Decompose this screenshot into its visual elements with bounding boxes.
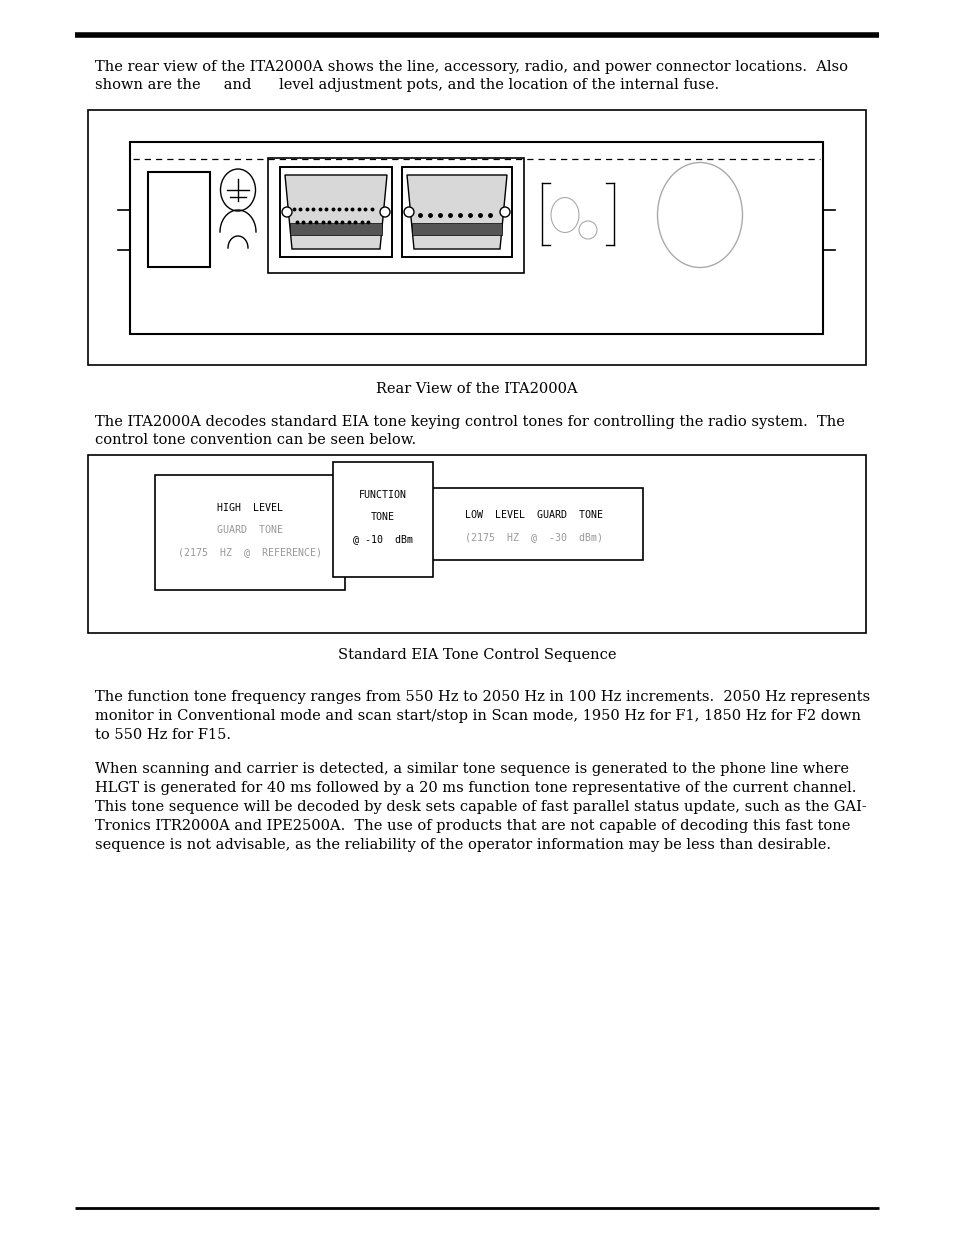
Bar — [424, 488, 642, 559]
Text: shown are the     and      level adjustment pots, and the location of the intern: shown are the and level adjustment pots,… — [95, 78, 719, 91]
Text: to 550 Hz for F15.: to 550 Hz for F15. — [95, 727, 231, 742]
Text: Standard EIA Tone Control Sequence: Standard EIA Tone Control Sequence — [337, 648, 616, 662]
Bar — [88, 454, 865, 634]
Text: FUNCTION: FUNCTION — [358, 490, 407, 500]
Text: TONE: TONE — [371, 513, 395, 522]
Bar — [268, 158, 523, 273]
Ellipse shape — [578, 221, 597, 240]
Bar — [148, 172, 210, 267]
Text: LOW  LEVEL  GUARD  TONE: LOW LEVEL GUARD TONE — [464, 510, 602, 520]
Text: (2175  HZ  @  -30  dBm): (2175 HZ @ -30 dBm) — [464, 532, 602, 542]
Text: HLGT is generated for 40 ms followed by a 20 ms function tone representative of : HLGT is generated for 40 ms followed by … — [95, 781, 856, 795]
Bar — [401, 167, 512, 257]
Text: The rear view of the ITA2000A shows the line, accessory, radio, and power connec: The rear view of the ITA2000A shows the … — [95, 61, 847, 74]
Ellipse shape — [282, 207, 292, 217]
Polygon shape — [407, 175, 506, 249]
Ellipse shape — [551, 198, 578, 232]
Bar — [130, 142, 822, 333]
Polygon shape — [285, 175, 387, 249]
Text: This tone sequence will be decoded by desk sets capable of fast parallel status : This tone sequence will be decoded by de… — [95, 800, 866, 814]
Text: The ITA2000A decodes standard EIA tone keying control tones for controlling the : The ITA2000A decodes standard EIA tone k… — [95, 415, 844, 429]
Bar — [154, 475, 345, 590]
Bar — [412, 224, 501, 235]
Bar — [88, 110, 865, 366]
Text: GUARD  TONE: GUARD TONE — [216, 525, 283, 535]
Bar — [290, 224, 381, 235]
Bar — [333, 462, 433, 577]
Text: sequence is not advisable, as the reliability of the operator information may be: sequence is not advisable, as the reliab… — [95, 839, 830, 852]
Text: monitor in Conventional mode and scan start/stop in Scan mode, 1950 Hz for F1, 1: monitor in Conventional mode and scan st… — [95, 709, 861, 722]
Text: The function tone frequency ranges from 550 Hz to 2050 Hz in 100 Hz increments. : The function tone frequency ranges from … — [95, 690, 869, 704]
Text: @ -10  dBm: @ -10 dBm — [353, 534, 413, 543]
Text: Tronics ITR2000A and IPE2500A.  The use of products that are not capable of deco: Tronics ITR2000A and IPE2500A. The use o… — [95, 819, 849, 832]
Text: When scanning and carrier is detected, a similar tone sequence is generated to t: When scanning and carrier is detected, a… — [95, 762, 848, 776]
Text: (2175  HZ  @  REFERENCE): (2175 HZ @ REFERENCE) — [178, 547, 322, 557]
Bar — [280, 167, 392, 257]
Text: HIGH  LEVEL: HIGH LEVEL — [216, 503, 283, 513]
Ellipse shape — [403, 207, 414, 217]
Ellipse shape — [499, 207, 510, 217]
Ellipse shape — [220, 169, 255, 211]
Ellipse shape — [379, 207, 390, 217]
Ellipse shape — [657, 163, 741, 268]
Text: Rear View of the ITA2000A: Rear View of the ITA2000A — [375, 382, 578, 396]
Text: control tone convention can be seen below.: control tone convention can be seen belo… — [95, 433, 416, 447]
